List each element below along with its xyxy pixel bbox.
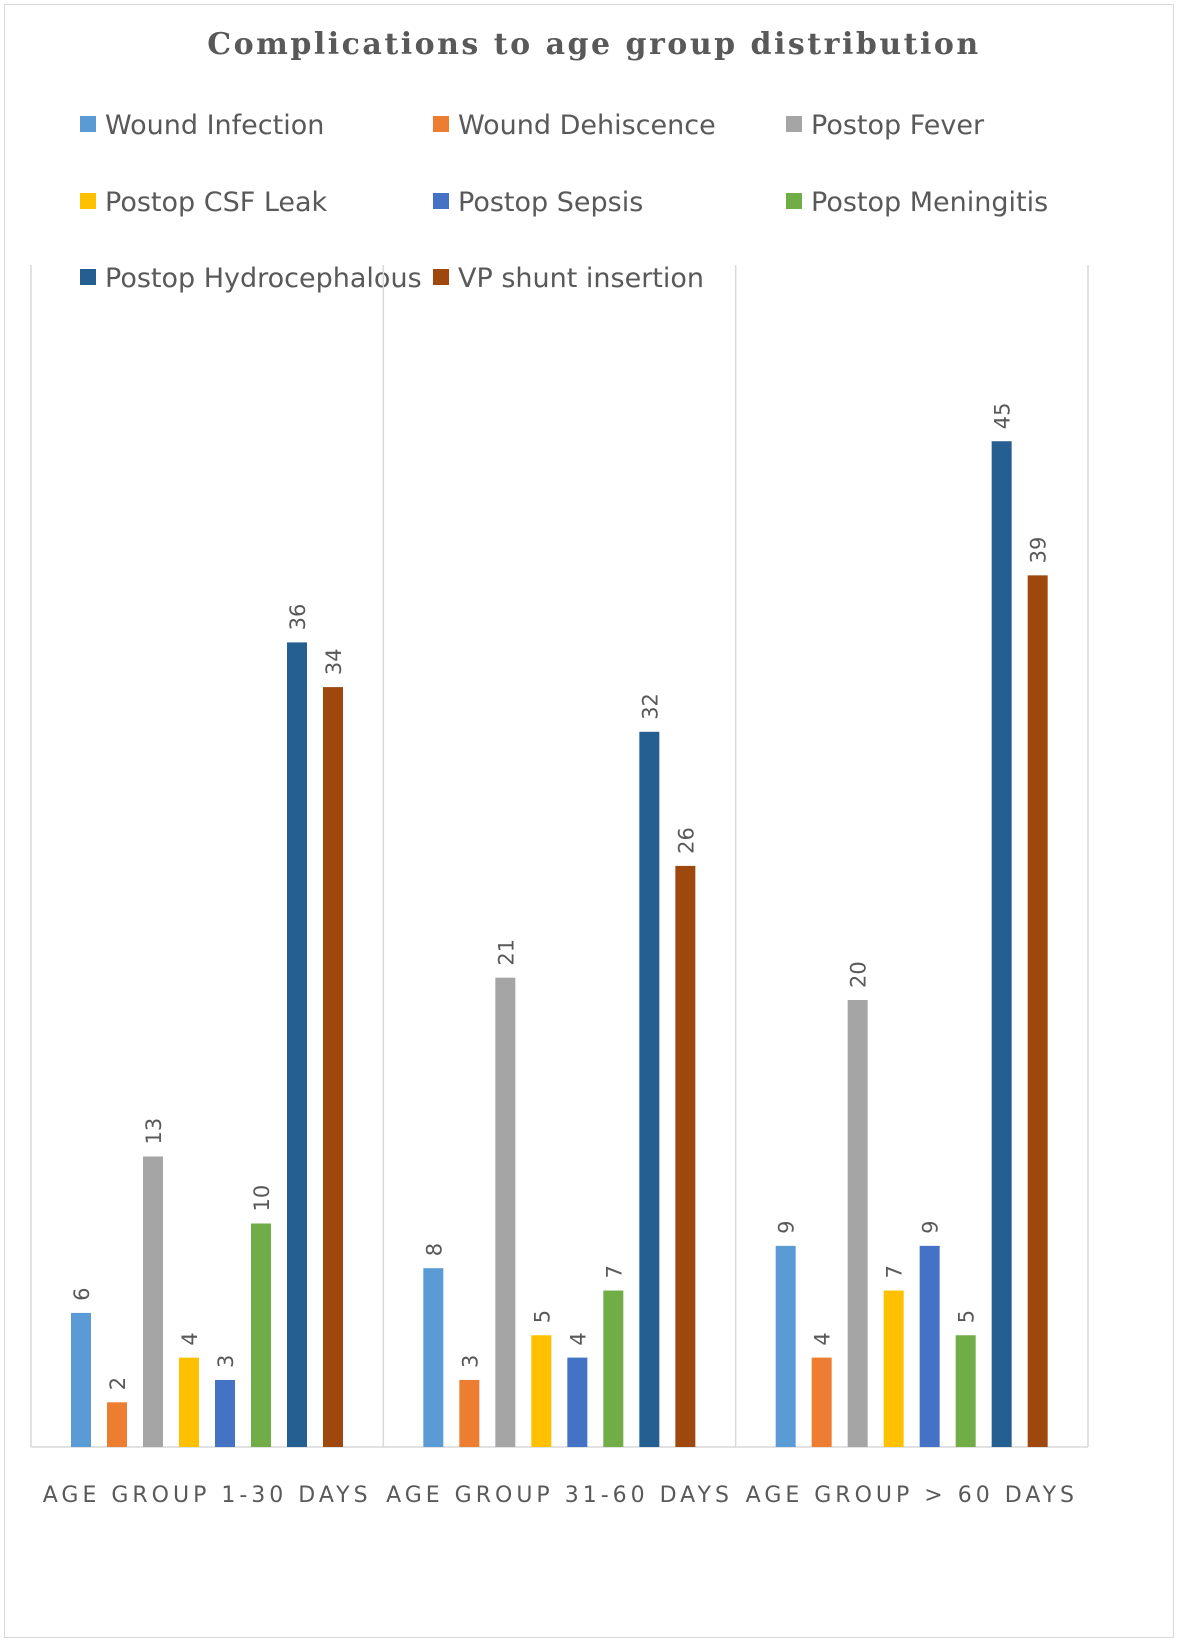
bar [639, 731, 660, 1447]
data-label: 9 [775, 1220, 799, 1233]
legend-item: Wound Infection [80, 110, 324, 141]
data-label: 26 [674, 827, 698, 854]
legend-label: VP shunt insertion [458, 263, 704, 294]
data-label: 39 [1027, 537, 1051, 564]
bar [179, 1357, 199, 1447]
data-label: 20 [847, 961, 871, 988]
data-label: 7 [883, 1265, 907, 1278]
data-label: 10 [250, 1185, 274, 1212]
legend-label: Postop Sepsis [458, 187, 643, 218]
data-label: 45 [991, 403, 1015, 430]
bar [775, 1245, 796, 1447]
legend-label: Postop Fever [811, 110, 985, 141]
category-label: AGE GROUP 31-60 DAYS [386, 1483, 733, 1508]
bar [215, 1379, 235, 1447]
legend-label: Postop Hydrocephalous [105, 263, 422, 294]
legend-item: Wound Dehiscence [433, 110, 716, 141]
bar [251, 1223, 271, 1447]
data-label: 3 [458, 1355, 482, 1368]
bar-group [71, 441, 1048, 1447]
data-label: 13 [142, 1118, 166, 1145]
legend-swatch [786, 193, 802, 209]
legend-swatch [433, 269, 449, 285]
data-label: 8 [422, 1243, 446, 1256]
category-label: AGE GROUP 1-30 DAYS [43, 1483, 372, 1508]
bar [991, 441, 1012, 1447]
legend-item: Postop Sepsis [433, 187, 643, 218]
legend-swatch [80, 269, 96, 285]
legend-label: Wound Dehiscence [458, 110, 716, 141]
legend-label: Postop Meningitis [811, 187, 1048, 218]
data-label: 4 [178, 1332, 202, 1345]
legend-label: Postop CSF Leak [105, 187, 328, 218]
bar [107, 1402, 127, 1447]
legend-item: Postop Fever [786, 110, 985, 141]
category-axis: AGE GROUP 1-30 DAYS AGE GROUP 31-60 DAYS A… [43, 1483, 1078, 1508]
data-label: 2 [106, 1377, 130, 1390]
legend-item: Postop CSF Leak [80, 187, 328, 218]
bar [143, 1156, 163, 1447]
bar [567, 1357, 588, 1447]
legend-swatch [80, 116, 96, 132]
bar [531, 1335, 552, 1447]
legend-swatch [80, 193, 96, 209]
data-label: 36 [286, 604, 310, 631]
bar [1027, 575, 1048, 1447]
data-label: 5 [530, 1310, 554, 1323]
data-label: 32 [638, 693, 662, 720]
data-label: 5 [955, 1310, 979, 1323]
bar [955, 1335, 976, 1447]
chart-title: Complications to age group distribution [207, 27, 980, 62]
bar [71, 1312, 91, 1447]
category-separators [30, 265, 1089, 1448]
data-label: 3 [214, 1355, 238, 1368]
bar [811, 1357, 832, 1447]
legend-swatch [786, 116, 802, 132]
bar [323, 687, 343, 1447]
bar [459, 1379, 480, 1447]
bar [603, 1290, 624, 1447]
data-label: 21 [494, 939, 518, 966]
legend-swatch [433, 193, 449, 209]
data-label: 34 [322, 648, 346, 675]
data-label: 4 [566, 1332, 590, 1345]
bar [423, 1268, 444, 1447]
legend-swatch [433, 116, 449, 132]
bar [287, 642, 307, 1447]
legend-label: Wound Infection [105, 110, 324, 141]
bar [675, 865, 696, 1447]
bar [883, 1290, 904, 1447]
bar [847, 1000, 868, 1447]
bar [495, 977, 516, 1447]
data-label: 4 [811, 1332, 835, 1345]
data-label: 9 [919, 1220, 943, 1233]
legend-item: Postop Meningitis [786, 187, 1048, 218]
legend: Wound Infection Wound Dehiscence Postop Fe… [80, 110, 1048, 294]
data-label: 7 [602, 1265, 626, 1278]
legend-item: VP shunt insertion [433, 263, 704, 294]
category-label: AGE GROUP > 60 DAYS [746, 1483, 1078, 1508]
bar [919, 1245, 940, 1447]
legend-item: Postop Hydrocephalous [80, 263, 422, 294]
data-label: 6 [70, 1288, 94, 1301]
